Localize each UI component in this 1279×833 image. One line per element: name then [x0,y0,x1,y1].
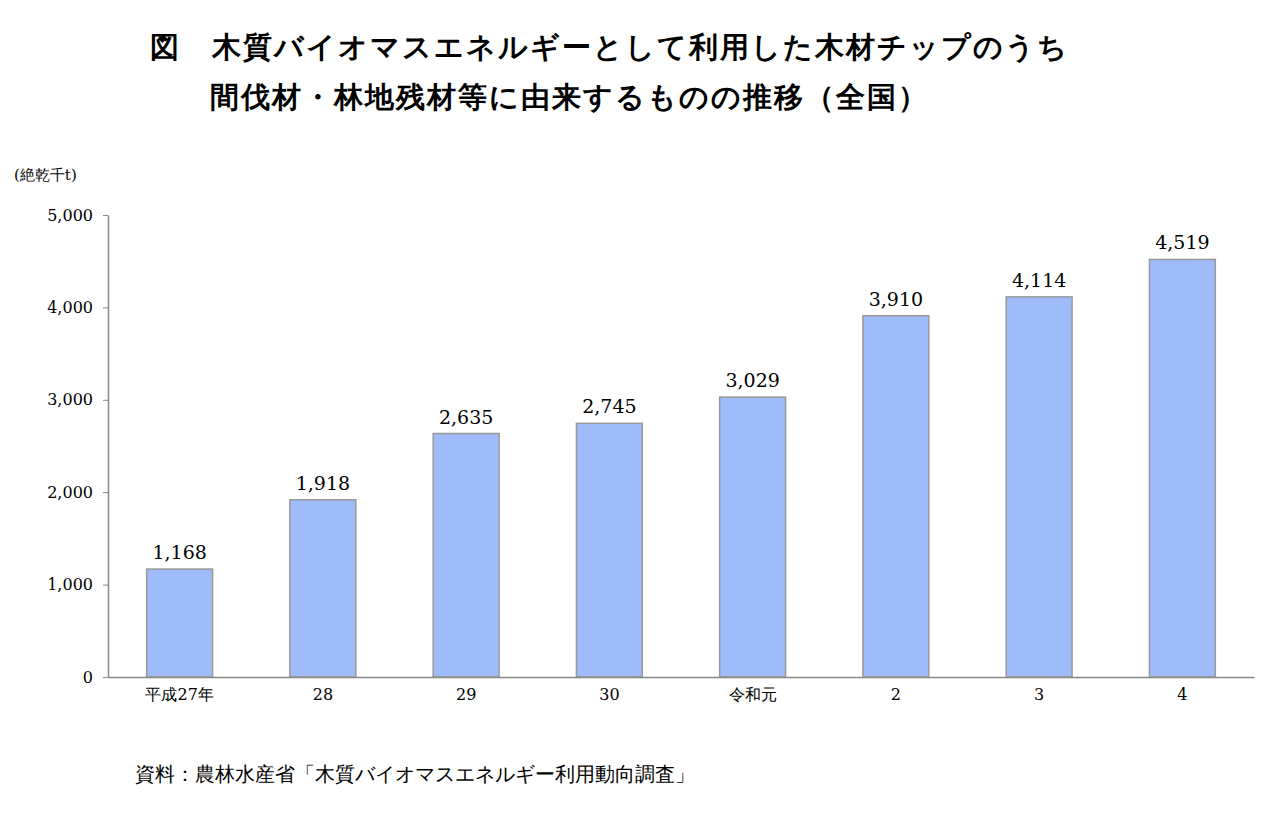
bar [433,434,499,677]
title: 間伐材・林地残材等に由来するものの推移（全国） [210,80,929,114]
bar [1006,297,1072,677]
tick-label: 1,000 [47,575,93,594]
tick-mark [103,400,108,401]
tick-label: 2,000 [47,483,93,502]
y-axis: 0 1,000 2,000 3,000 4,000 5,000 [47,206,108,687]
tick: 4 [1177,685,1187,704]
y-axis-line [108,216,110,678]
source-note: 資料：農林水産省「木質バイオマスエネルギー利用動向調査」 [135,762,695,786]
tick: 1,000 [47,575,108,594]
bar [863,316,929,677]
x-axis-line [109,677,1255,679]
data-label: 4,114 [1012,269,1066,291]
data-label: 1,918 [296,472,350,494]
tick-label: 29 [456,685,476,704]
tick: 2,000 [47,483,108,502]
bar [576,423,642,677]
tick-mark [103,492,108,493]
x-axis: 平成27年 28 29 30 令和元 2 3 4 [109,678,1255,705]
tick-label: 4 [1177,685,1187,704]
data-label: 3,029 [725,369,779,391]
y-axis-title: (絶乾千t) [14,166,77,184]
tick-label: 5,000 [47,206,93,225]
data-label: 4,519 [1155,231,1209,253]
tick: 29 [456,685,476,704]
tick-mark [103,215,108,216]
tick: 2 [891,685,901,704]
data-label: 3,910 [869,288,923,310]
tick: 3 [1034,685,1044,704]
bar [720,397,786,677]
data-labels: 1,168 1,918 2,635 2,745 3,029 3,910 4,114 4,519 [152,231,1209,563]
tick-label: 30 [599,685,619,704]
bar [1149,259,1215,677]
tick: 5,000 [47,206,108,225]
title: 図 木質バイオマスエネルギーとして利用した木材チップのうち [150,30,1069,64]
tick-label: 0 [83,668,93,687]
data-label: 2,745 [582,395,636,417]
data-label: 1,168 [152,541,206,563]
data-label: 2,635 [439,406,493,428]
tick-label: 2 [891,685,901,704]
bars [147,259,1216,677]
tick: 平成27年 [145,685,213,704]
tick: 令和元 [729,685,777,704]
tick: 0 [83,668,108,687]
tick-label: 28 [313,685,333,704]
tick: 3,000 [47,390,108,409]
tick: 4,000 [47,298,108,317]
chart: 図 木質バイオマスエネルギーとして利用した木材チップのうち間伐材・林地残材等に由… [0,0,1279,833]
tick-label: 4,000 [47,298,93,317]
bar [290,500,356,677]
tick-label: 令和元 [729,685,777,704]
tick-mark [103,307,108,308]
tick-mark [103,677,108,678]
tick-label: 3 [1034,685,1044,704]
tick: 28 [313,685,333,704]
tick-label: 3,000 [47,390,93,409]
bar [147,569,213,677]
tick-label: 平成27年 [145,685,213,704]
tick-mark [103,585,108,586]
tick: 30 [599,685,619,704]
